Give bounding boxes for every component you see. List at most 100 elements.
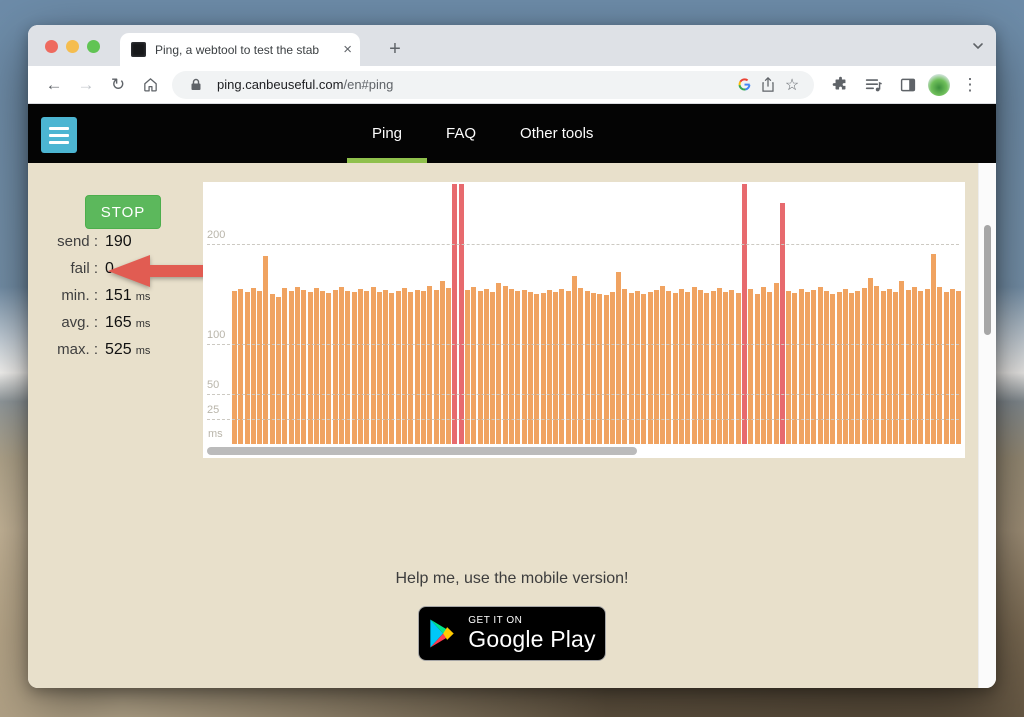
chart-bar xyxy=(389,293,395,444)
gridline-100 xyxy=(207,344,959,345)
hamburger-menu-button[interactable] xyxy=(41,117,77,153)
chart-bar xyxy=(597,294,603,444)
tab-title: Ping, a webtool to test the stab xyxy=(155,42,320,57)
chart-bar xyxy=(370,287,376,444)
chart-bar xyxy=(685,292,691,444)
chart-bar xyxy=(477,291,483,444)
bookmark-star-icon[interactable]: ☆ xyxy=(784,76,800,94)
share-icon[interactable] xyxy=(756,73,780,97)
chart-bar xyxy=(924,289,930,444)
google-play-badge[interactable]: GET IT ON Google Play xyxy=(418,606,606,661)
tab-favicon xyxy=(131,42,146,57)
chart-bar xyxy=(376,292,382,444)
forward-button[interactable]: → xyxy=(77,74,95,94)
chart-bar xyxy=(956,291,962,444)
chart-bar-spike xyxy=(458,184,464,444)
chart-bar xyxy=(572,276,578,444)
chart-bar xyxy=(622,289,628,444)
chart-bar xyxy=(238,289,244,444)
chart-bar xyxy=(874,286,880,444)
chart-bar xyxy=(861,288,867,444)
chart-bar xyxy=(446,288,452,444)
chart-bar xyxy=(805,292,811,444)
tab-search-chevron-icon[interactable] xyxy=(972,39,984,57)
chart-bar-spike xyxy=(452,184,458,444)
tab-close-icon[interactable]: × xyxy=(343,41,352,58)
gridline-25 xyxy=(207,419,959,420)
chart-bar xyxy=(351,292,357,444)
ping-chart: ms 25 50 100 200 xyxy=(203,182,965,458)
browser-tab[interactable]: Ping, a webtool to test the stab × xyxy=(120,33,360,66)
chart-bar xyxy=(704,293,710,444)
page-content: STOP send : 190 fail : 0 min. : 151 ms a… xyxy=(28,163,996,688)
chart-bar xyxy=(672,293,678,444)
chart-bar xyxy=(565,291,571,444)
chart-bar xyxy=(849,293,855,444)
chart-bar xyxy=(748,289,754,444)
chart-bar xyxy=(244,292,250,444)
chart-bar xyxy=(257,291,263,444)
chart-bar xyxy=(269,294,275,444)
extensions-puzzle-icon[interactable] xyxy=(826,71,854,99)
lock-icon xyxy=(184,73,208,97)
zoom-window-button[interactable] xyxy=(87,40,100,53)
google-play-triangle-icon xyxy=(430,619,454,648)
chart-bar xyxy=(301,290,307,444)
chart-bar xyxy=(830,294,836,444)
chart-bar xyxy=(414,290,420,444)
close-window-button[interactable] xyxy=(45,40,58,53)
chart-bar xyxy=(521,290,527,444)
stop-button[interactable]: STOP xyxy=(85,195,161,229)
tab-strip: Ping, a webtool to test the stab × + xyxy=(28,25,996,66)
chart-bar xyxy=(490,292,496,444)
side-panel-icon[interactable] xyxy=(894,71,922,99)
nav-item-faq[interactable]: FAQ xyxy=(446,125,477,142)
reload-button[interactable]: ↻ xyxy=(110,74,126,94)
red-annotation-arrow xyxy=(108,255,240,287)
browser-toolbar: ← → ↻ ping.canbeuseful.com/en#ping xyxy=(28,66,996,104)
chart-bar xyxy=(427,286,433,444)
chart-bar xyxy=(357,289,363,444)
chart-bar xyxy=(918,291,924,444)
chart-bar xyxy=(893,292,899,444)
chart-horizontal-scrollbar[interactable] xyxy=(207,447,637,455)
site-nav-bar: Ping FAQ Other tools xyxy=(28,104,996,163)
chart-bar xyxy=(339,287,345,444)
chart-bar xyxy=(263,256,269,444)
nav-item-other-tools[interactable]: Other tools xyxy=(520,125,594,142)
chart-bar xyxy=(823,291,829,444)
chart-plot xyxy=(232,183,964,444)
chart-bar xyxy=(697,290,703,444)
minimize-window-button[interactable] xyxy=(66,40,79,53)
url-text: ping.canbeuseful.com/en#ping xyxy=(217,77,732,92)
chart-bar xyxy=(439,281,445,444)
url-bar[interactable]: ping.canbeuseful.com/en#ping ☆ xyxy=(172,70,814,99)
profile-avatar[interactable] xyxy=(928,73,950,96)
chart-bar xyxy=(559,289,565,444)
chart-bar xyxy=(647,292,653,444)
chart-bar xyxy=(509,289,515,444)
chart-bar xyxy=(836,292,842,444)
page-scrollbar-thumb[interactable] xyxy=(984,225,991,335)
chart-bar xyxy=(842,289,848,444)
playlist-icon[interactable] xyxy=(860,71,888,99)
chart-bar xyxy=(232,291,237,444)
chart-bar xyxy=(578,288,584,444)
y-axis-tick-label: 200 xyxy=(207,229,226,241)
browser-menu-dots-icon[interactable]: ⋮ xyxy=(961,74,979,94)
chart-bar xyxy=(326,293,332,444)
chart-bar xyxy=(786,291,792,444)
chart-bar xyxy=(930,254,936,444)
chart-bar xyxy=(880,291,886,444)
chart-bar xyxy=(817,287,823,444)
active-tab-underline xyxy=(347,158,428,163)
url-domain: ping.canbeuseful.com xyxy=(217,77,344,92)
home-button[interactable] xyxy=(136,71,164,99)
page-scrollbar-track[interactable] xyxy=(978,163,996,688)
nav-item-ping[interactable]: Ping xyxy=(347,104,428,163)
gridline-200 xyxy=(207,244,959,245)
chart-bar xyxy=(792,293,798,444)
google-g-icon[interactable] xyxy=(732,73,756,97)
new-tab-button[interactable]: + xyxy=(389,37,401,60)
back-button[interactable]: ← xyxy=(45,74,63,94)
